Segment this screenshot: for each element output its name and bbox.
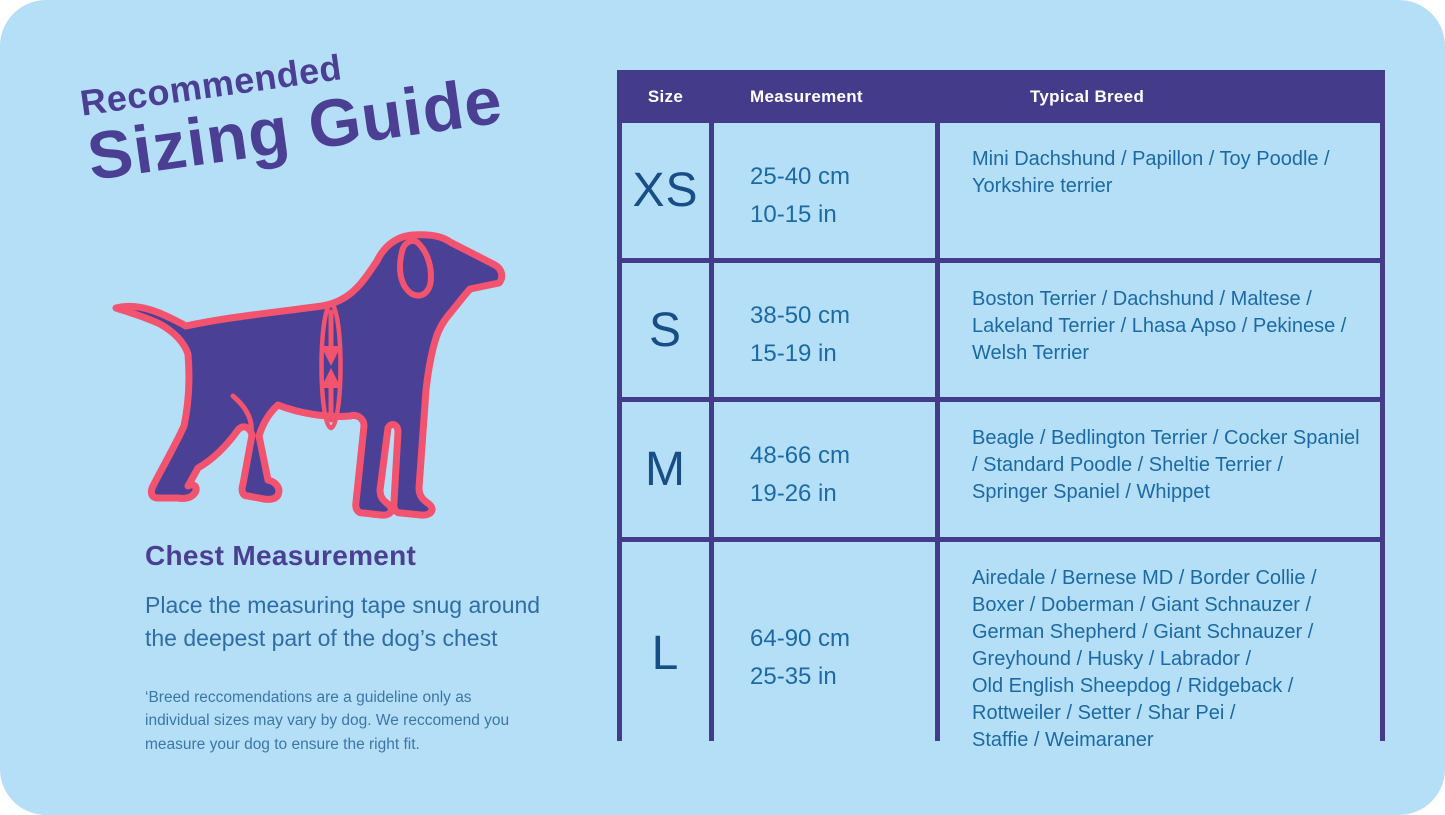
- breed-cell-l: Airedale / Bernese MD / Border Collie / …: [940, 542, 1380, 764]
- breed-disclaimer-footnote: ‘Breed reccomendations are a guideline o…: [145, 689, 510, 753]
- breed-cell-s: Boston Terrier / Dachshund / Maltese / L…: [940, 263, 1380, 397]
- size-cell-m: M: [622, 402, 709, 537]
- measure-arrowhead-up: [321, 368, 341, 388]
- measurement-cell-l: 64-90 cm 25-35 in: [714, 542, 935, 764]
- dog-ear: [397, 237, 434, 299]
- sizing-table: Size Measurement Typical Breed XS 25-40 …: [617, 70, 1385, 764]
- column-header-size: Size: [622, 75, 709, 118]
- chest-measurement-heading: Chest Measurement: [145, 540, 417, 571]
- chest-measurement-instructions: Place the measuring tape snug around the…: [145, 592, 541, 652]
- size-cell-s: S: [622, 263, 709, 397]
- measurement-cell-xs: 25-40 cm 10-15 in: [714, 123, 935, 258]
- breed-cell-m: Beagle / Bedlington Terrier / Cocker Spa…: [940, 402, 1380, 537]
- dog-illustration: [112, 231, 506, 519]
- page-title: Recommended Sizing Guide: [78, 28, 507, 194]
- measurement-cell-m: 48-66 cm 19-26 in: [714, 402, 935, 537]
- column-header-measurement: Measurement: [714, 75, 935, 118]
- size-cell-l: L: [622, 542, 709, 764]
- measurement-cell-s: 38-50 cm 15-19 in: [714, 263, 935, 397]
- dog-silhouette: [112, 231, 506, 519]
- column-header-typical-breed: Typical Breed: [940, 75, 1380, 118]
- dog-thigh-line: [230, 393, 254, 436]
- measure-arrowhead-down: [321, 346, 341, 366]
- size-cell-xs: XS: [622, 123, 709, 258]
- measuring-tape-loop: [319, 301, 343, 431]
- breed-cell-xs: Mini Dachshund / Papillon / Toy Poodle /…: [940, 123, 1380, 258]
